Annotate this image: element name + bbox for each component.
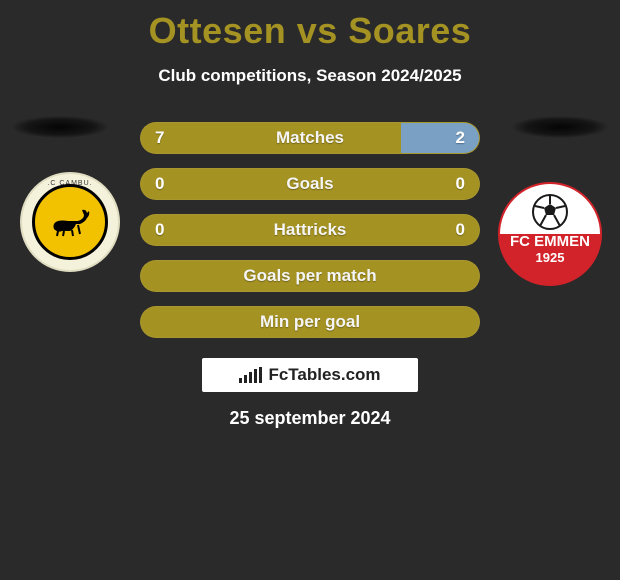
stat-bar-label: Hattricks bbox=[141, 215, 479, 245]
stat-bar-right-value: 0 bbox=[456, 215, 465, 245]
player-shadow-left bbox=[12, 116, 108, 138]
player-shadow-right bbox=[512, 116, 608, 138]
club-logo-right: FC EMMEN 1925 bbox=[498, 182, 602, 286]
stat-bar-right-value: 2 bbox=[456, 123, 465, 153]
stat-bar-label: Goals bbox=[141, 169, 479, 199]
club-logo-left: .C CAMBU. bbox=[20, 172, 120, 272]
stat-bar: Min per goal bbox=[140, 306, 480, 338]
subtitle: Club competitions, Season 2024/2025 bbox=[0, 66, 620, 86]
club-logo-left-inner bbox=[32, 184, 108, 260]
stat-bar-left-value: 7 bbox=[155, 123, 164, 153]
stat-bar-label: Matches bbox=[141, 123, 479, 153]
deer-icon bbox=[48, 207, 92, 237]
club-logo-right-year: 1925 bbox=[536, 250, 565, 265]
stat-bars: Matches72Goals00Hattricks00Goals per mat… bbox=[140, 122, 480, 352]
page-title: Ottesen vs Soares bbox=[0, 0, 620, 52]
stat-bar-right-value: 0 bbox=[456, 169, 465, 199]
stat-bar-label: Min per goal bbox=[141, 307, 479, 337]
date-text: 25 september 2024 bbox=[0, 408, 620, 429]
stat-bar: Goals0 0 bbox=[140, 168, 480, 200]
stat-bar-label: Goals per match bbox=[141, 261, 479, 291]
stat-bar: Matches7 2 bbox=[140, 122, 480, 154]
bar-chart-icon bbox=[239, 367, 262, 383]
stat-bar-left-value: 0 bbox=[155, 169, 164, 199]
site-badge: FcTables.com bbox=[202, 358, 418, 392]
stat-bar-left-value: 0 bbox=[155, 215, 164, 245]
site-name: FcTables.com bbox=[268, 365, 380, 385]
club-logo-right-text: FC EMMEN bbox=[510, 233, 590, 250]
stat-bar: Goals per match bbox=[140, 260, 480, 292]
stat-bar: Hattricks0 0 bbox=[140, 214, 480, 246]
